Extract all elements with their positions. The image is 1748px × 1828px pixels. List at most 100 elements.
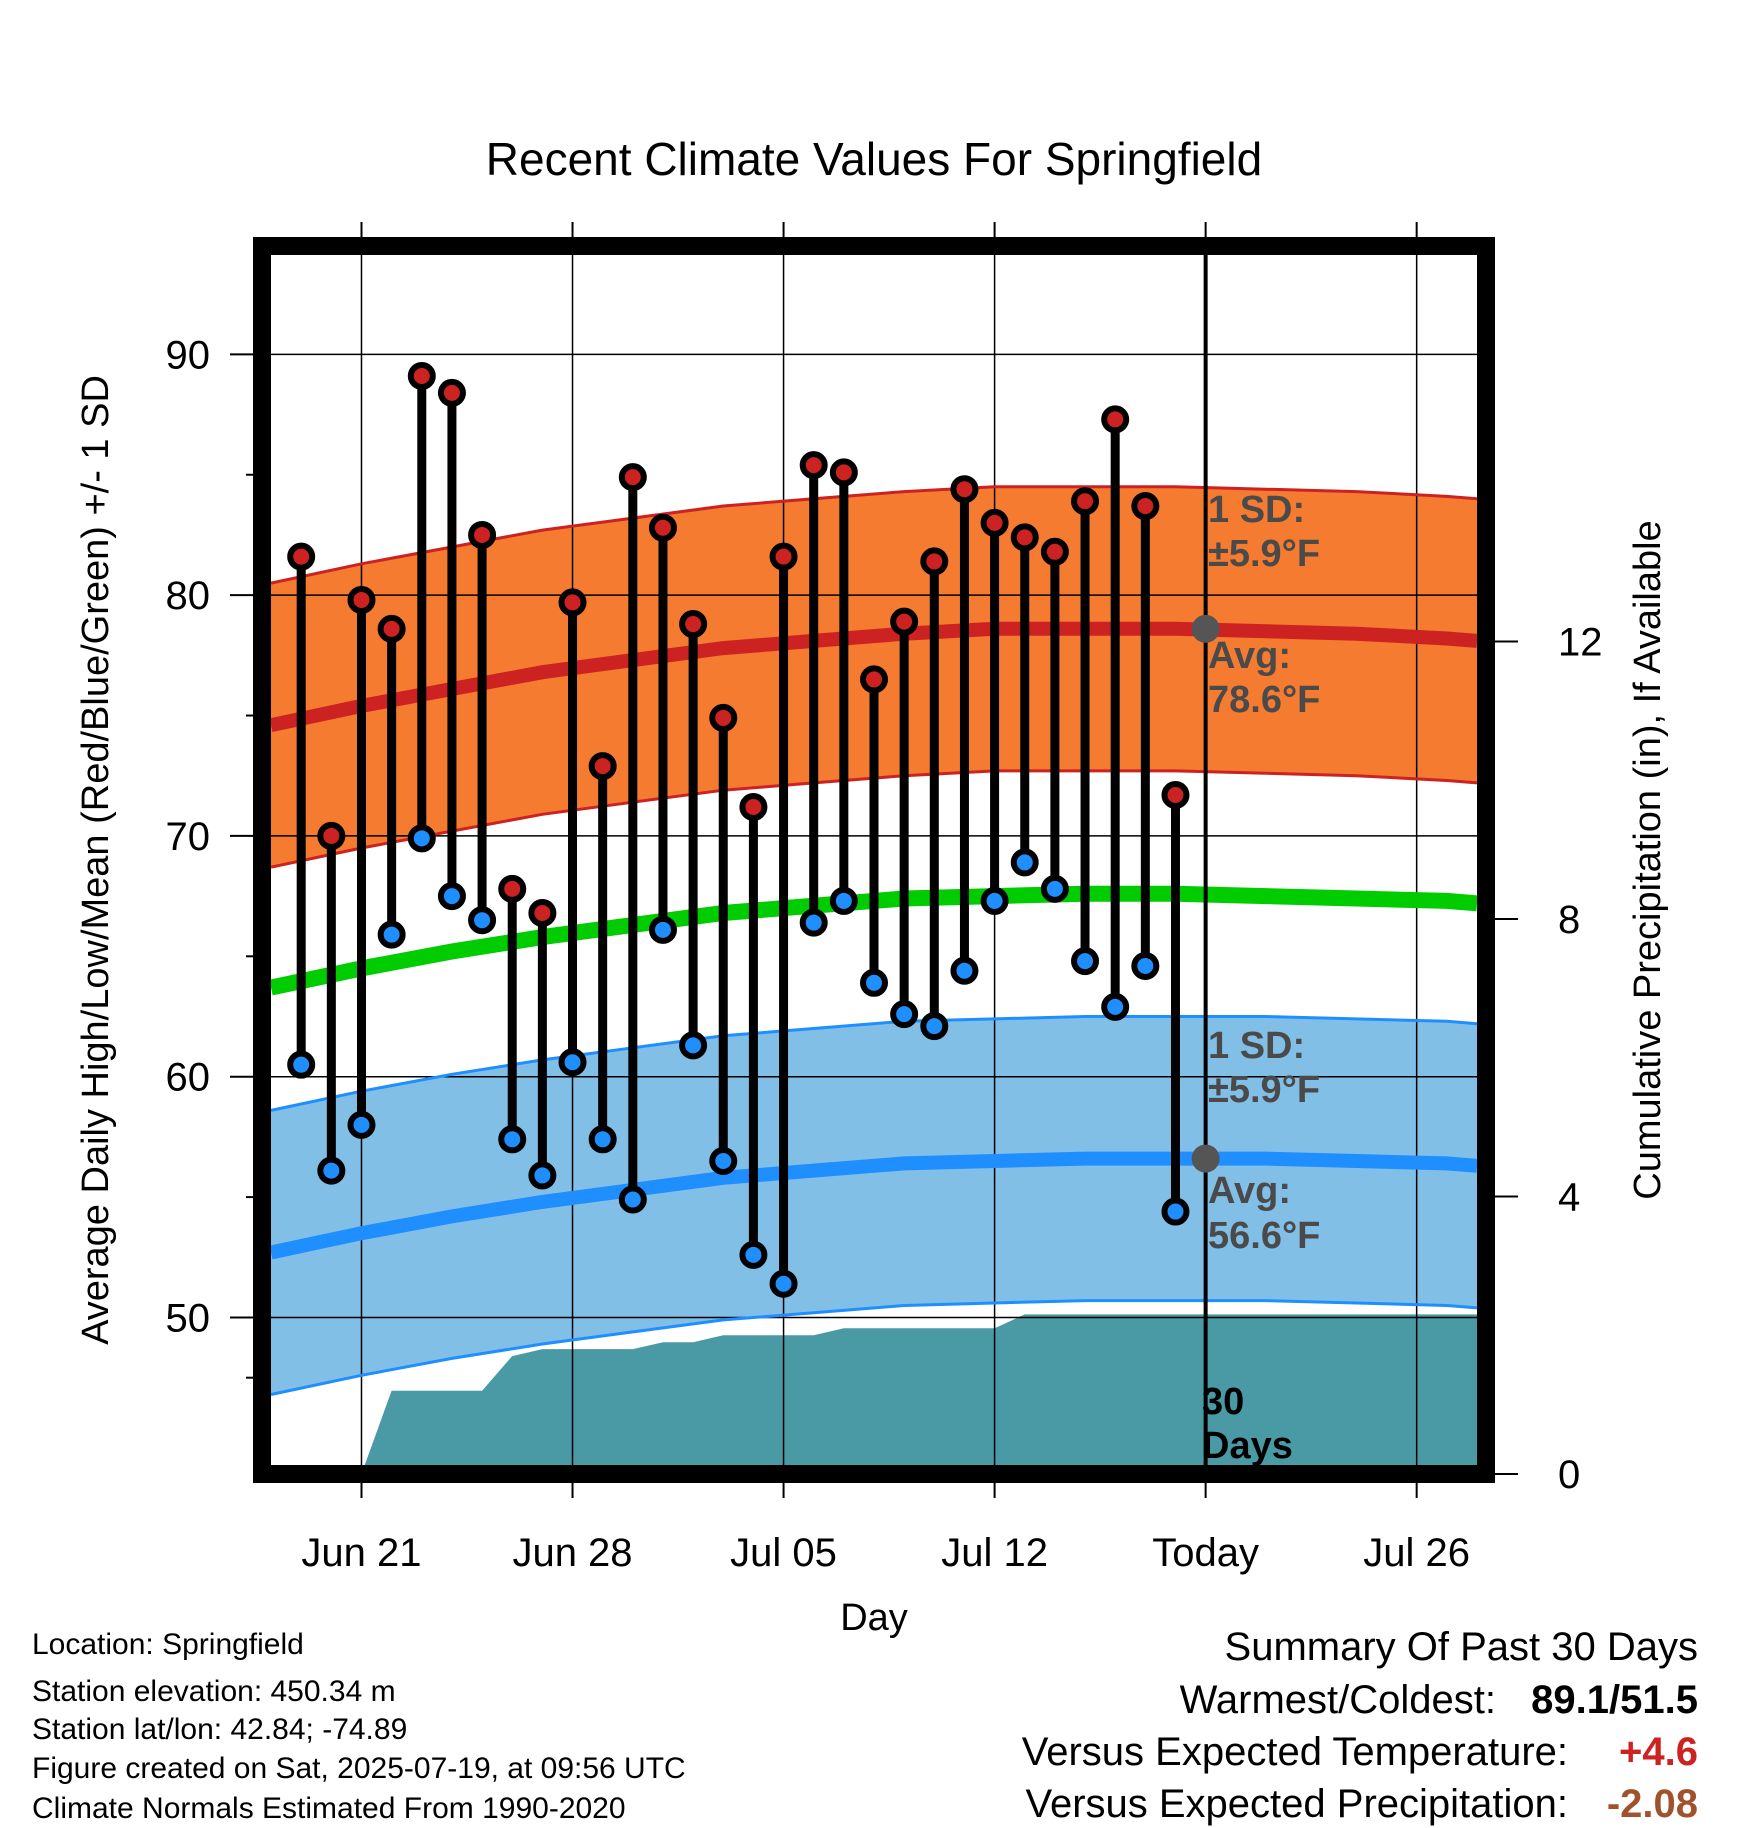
daily-high-point — [890, 607, 919, 636]
daily-low-point — [1010, 848, 1039, 877]
daily-high-point — [950, 475, 979, 504]
y-axis-label: Average Daily High/Low/Mean (Red/Blue/Gr… — [75, 375, 117, 1345]
daily-low-point — [618, 1185, 647, 1214]
daily-low-point — [829, 886, 858, 915]
daily-high-point — [679, 610, 708, 639]
high-sd-value: ±5.9°F — [1208, 533, 1320, 575]
daily-low-point — [407, 824, 436, 853]
daily-low-point — [890, 1000, 919, 1029]
footer-location: Location: Springfield — [32, 1628, 304, 1661]
summary-heading: Summary Of Past 30 Days — [1225, 1625, 1698, 1669]
daily-high-point — [799, 451, 828, 480]
x-tick-label: Jun 21 — [301, 1531, 421, 1575]
cumulative-precip-area — [262, 1314, 1486, 1474]
x-tick-label: Jul 12 — [941, 1531, 1048, 1575]
daily-low-point — [679, 1031, 708, 1060]
daily-low-point — [769, 1269, 798, 1298]
daily-low-point — [1161, 1197, 1190, 1226]
daily-low-point — [468, 906, 497, 935]
daily-low-point — [980, 886, 1009, 915]
y2-tick-label: 8 — [1558, 898, 1580, 942]
summary-warm-cold-label: Warmest/Coldest: — [1180, 1678, 1496, 1722]
daily-low-point — [558, 1048, 587, 1077]
daily-high-point — [287, 542, 316, 571]
footer-normals: Climate Normals Estimated From 1990-2020 — [32, 1792, 626, 1825]
footer-elevation: Station elevation: 450.34 m — [32, 1675, 396, 1708]
x-axis-label: Day — [840, 1597, 908, 1639]
x-tick-label: Jul 26 — [1363, 1531, 1470, 1575]
daily-low-point — [739, 1240, 768, 1269]
daily-high-point — [709, 703, 738, 732]
high-avg-label: Avg: — [1208, 635, 1291, 677]
high-sd-label: 1 SD: — [1208, 489, 1305, 531]
y2-tick-label: 12 — [1558, 620, 1603, 664]
summary-warm-cold-value: 89.1/51.5 — [1531, 1678, 1698, 1722]
daily-high-point — [769, 542, 798, 571]
daily-high-point — [1010, 523, 1039, 552]
daily-high-point — [829, 458, 858, 487]
days-count-label: 30 — [1202, 1381, 1244, 1423]
daily-high-point — [407, 362, 436, 391]
y-tick-label: 80 — [166, 574, 211, 618]
daily-low-point — [1131, 951, 1160, 980]
summary-temp-label: Versus Expected Temperature: — [1022, 1730, 1568, 1774]
y2-tick-label: 0 — [1558, 1453, 1580, 1497]
daily-high-point — [920, 547, 949, 576]
daily-high-point — [377, 614, 406, 643]
x-tick-label: Jun 28 — [512, 1531, 632, 1575]
daily-low-point — [317, 1156, 346, 1185]
daily-high-point — [347, 585, 376, 614]
daily-low-point — [860, 968, 888, 997]
footer-latlon: Station lat/lon: 42.84; -74.89 — [32, 1713, 407, 1746]
low-avg-label: Avg: — [1208, 1170, 1291, 1212]
daily-high-point — [498, 874, 527, 903]
daily-high-point — [618, 463, 647, 492]
daily-low-point — [709, 1146, 738, 1175]
daily-high-point — [588, 752, 617, 781]
daily-high-point — [558, 588, 587, 617]
y-tick-label: 90 — [166, 333, 211, 377]
today-high-avg-marker — [1191, 614, 1220, 643]
footer-created: Figure created on Sat, 2025-07-19, at 09… — [32, 1752, 686, 1785]
daily-high-point — [317, 821, 346, 850]
daily-low-point — [528, 1161, 557, 1190]
daily-high-point — [1040, 537, 1069, 566]
y-tick-label: 70 — [166, 815, 211, 859]
y-tick-label: 60 — [166, 1056, 211, 1100]
chart-title: Recent Climate Values For Springfield — [486, 133, 1262, 185]
daily-high-point — [739, 793, 768, 822]
days-word-label: Days — [1202, 1425, 1293, 1467]
daily-high-point — [1161, 780, 1190, 809]
daily-low-point — [1101, 992, 1130, 1021]
today-low-avg-marker — [1191, 1144, 1220, 1173]
daily-low-point — [588, 1125, 617, 1154]
daily-low-point — [1071, 947, 1100, 976]
daily-high-point — [528, 898, 557, 927]
summary-precip-label: Versus Expected Precipitation: — [1025, 1782, 1568, 1826]
daily-low-point — [287, 1050, 316, 1079]
daily-range-sticks — [287, 362, 1190, 1298]
summary-temp-value: +4.6 — [1619, 1730, 1698, 1774]
plot-area — [262, 246, 1486, 1474]
daily-low-point — [437, 882, 466, 911]
daily-high-point — [1131, 492, 1160, 521]
daily-high-point — [1101, 405, 1130, 434]
daily-high-point — [1071, 487, 1100, 516]
daily-high-point — [648, 513, 677, 542]
y2-axis-label: Cumulative Precipitation (in), If Availa… — [1627, 520, 1669, 1199]
plot-frame — [253, 237, 1495, 1483]
daily-low-point — [950, 956, 979, 985]
low-avg-value: 56.6°F — [1208, 1215, 1320, 1257]
x-tick-label: Today — [1152, 1531, 1259, 1575]
daily-low-point — [799, 908, 828, 937]
low-sd-value: ±5.9°F — [1208, 1069, 1320, 1111]
summary-precip-value: -2.08 — [1607, 1782, 1698, 1826]
low-sd-label: 1 SD: — [1208, 1025, 1305, 1067]
daily-high-point — [468, 520, 497, 549]
high-avg-value: 78.6°F — [1208, 679, 1320, 721]
daily-low-point — [648, 915, 677, 944]
daily-low-point — [498, 1125, 527, 1154]
daily-high-point — [980, 508, 1009, 537]
